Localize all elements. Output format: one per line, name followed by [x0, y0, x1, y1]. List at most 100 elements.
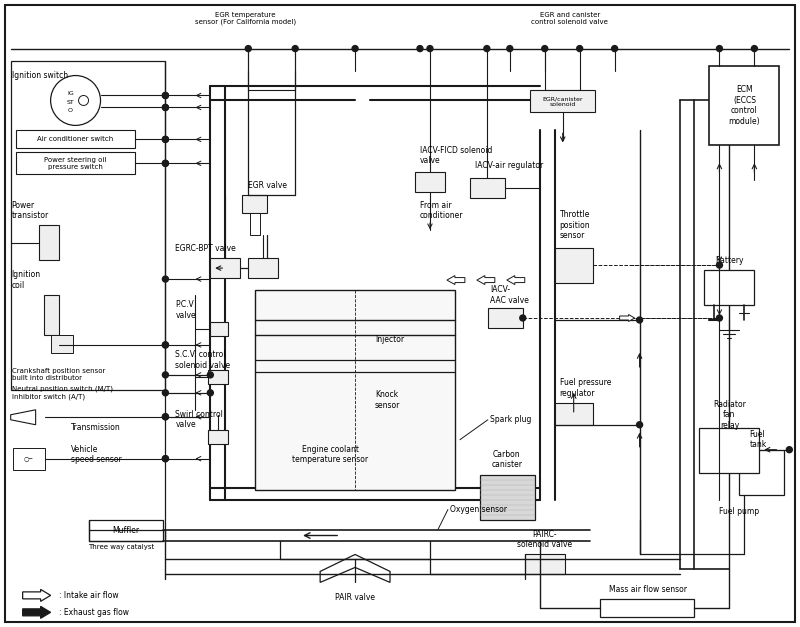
Bar [38, 225, 58, 260]
FancyArrow shape [447, 276, 465, 285]
Text: P.C.V
valve: P.C.V valve [175, 300, 196, 320]
Circle shape [542, 46, 548, 51]
Text: From air
conditioner: From air conditioner [420, 201, 463, 220]
Bar [210, 258, 240, 278]
Text: Injector: Injector [375, 335, 404, 344]
Bar [739, 450, 784, 495]
Bar [50, 335, 73, 353]
Circle shape [292, 46, 298, 51]
Bar [699, 428, 759, 473]
Circle shape [162, 161, 169, 166]
Circle shape [162, 137, 169, 142]
Circle shape [637, 317, 642, 323]
FancyArrow shape [620, 315, 634, 322]
Text: IACV-
AAC valve: IACV- AAC valve [490, 285, 529, 305]
Text: Fuel pump: Fuel pump [719, 507, 759, 516]
Bar [208, 370, 228, 384]
Text: Engine coolant
temperature sensor: Engine coolant temperature sensor [292, 445, 368, 465]
Text: O: O [68, 108, 73, 113]
Bar [525, 554, 565, 574]
Text: Three way catalyst: Three way catalyst [89, 544, 154, 551]
Bar [705, 270, 754, 305]
Text: Crankshaft position sensor
built into distributor: Crankshaft position sensor built into di… [12, 369, 105, 381]
Text: PAIRC-
solenoid valve: PAIRC- solenoid valve [517, 530, 572, 549]
Circle shape [484, 46, 490, 51]
Bar [710, 66, 779, 145]
Circle shape [577, 46, 582, 51]
Bar [554, 403, 593, 424]
Bar [480, 475, 534, 520]
Bar [89, 520, 163, 542]
Circle shape [162, 372, 169, 378]
FancyArrow shape [22, 589, 50, 601]
Text: Battery: Battery [715, 256, 744, 265]
Text: Fuel
tank: Fuel tank [750, 430, 766, 450]
Text: ST: ST [66, 100, 74, 105]
Text: Throttle
position
sensor: Throttle position sensor [560, 210, 590, 240]
Circle shape [162, 93, 169, 98]
Circle shape [786, 446, 792, 453]
Circle shape [507, 46, 513, 51]
Text: EGR/canister
solenoid: EGR/canister solenoid [542, 96, 583, 107]
Text: EGR valve: EGR valve [248, 181, 287, 190]
Text: : Intake air flow: : Intake air flow [58, 591, 118, 600]
Text: Knock
sensor: Knock sensor [375, 390, 401, 409]
Bar [250, 213, 260, 235]
Circle shape [162, 93, 169, 98]
Text: Carbon
canister: Carbon canister [491, 450, 522, 470]
Bar [255, 290, 455, 490]
Text: ECM
(ECCS
control
module): ECM (ECCS control module) [729, 85, 760, 125]
Circle shape [162, 390, 169, 396]
Text: Power
transistor: Power transistor [12, 201, 49, 220]
Text: ○─: ○─ [24, 456, 34, 461]
Text: Oxygen sensor: Oxygen sensor [450, 505, 507, 514]
Circle shape [162, 137, 169, 142]
Text: Ignition
coil: Ignition coil [12, 270, 41, 290]
Circle shape [427, 46, 433, 51]
Text: Mass air flow sensor: Mass air flow sensor [609, 585, 686, 594]
Text: IG: IG [67, 91, 74, 96]
Text: IACV-FICD solenoid
valve: IACV-FICD solenoid valve [420, 145, 492, 165]
Text: PAIR valve: PAIR valve [335, 593, 375, 602]
Text: Transmission: Transmission [70, 423, 120, 432]
Circle shape [717, 46, 722, 51]
Bar [470, 178, 505, 198]
Text: EGRC-BPT valve: EGRC-BPT valve [175, 244, 236, 253]
Circle shape [162, 161, 169, 166]
Text: Vehicle
speed sensor: Vehicle speed sensor [70, 445, 122, 465]
Bar [208, 429, 228, 444]
Text: Muffler: Muffler [112, 526, 139, 535]
Bar [16, 152, 135, 174]
Bar [415, 172, 445, 192]
Circle shape [162, 342, 169, 348]
Circle shape [162, 456, 169, 461]
FancyArrow shape [507, 276, 525, 285]
Circle shape [162, 414, 169, 419]
Bar [530, 90, 594, 112]
Text: Power steering oil
pressure switch: Power steering oil pressure switch [44, 157, 106, 170]
Bar [554, 248, 593, 283]
Circle shape [162, 105, 169, 110]
Text: : Exhaust gas flow: : Exhaust gas flow [58, 608, 129, 617]
Circle shape [352, 46, 358, 51]
Bar [355, 352, 373, 407]
Text: Ignition switch: Ignition switch [12, 71, 68, 80]
Text: IACV-air regulator: IACV-air regulator [475, 161, 543, 170]
Circle shape [162, 105, 169, 110]
Circle shape [717, 315, 722, 321]
FancyArrow shape [22, 606, 50, 618]
Text: Neutral position switch (M/T)
Inhibitor switch (A/T): Neutral position switch (M/T) Inhibitor … [12, 386, 113, 400]
Text: EGR and canister
control solenoid valve: EGR and canister control solenoid valve [531, 12, 608, 25]
Circle shape [207, 390, 214, 396]
Circle shape [751, 46, 758, 51]
Text: Air conditioner switch: Air conditioner switch [38, 137, 114, 142]
Circle shape [246, 46, 251, 51]
Bar [488, 308, 522, 328]
Circle shape [612, 46, 618, 51]
Circle shape [162, 276, 169, 282]
Bar [248, 258, 278, 278]
Text: Spark plug: Spark plug [490, 415, 531, 424]
Circle shape [207, 372, 214, 378]
Text: Radiator
fan
relay: Radiator fan relay [713, 400, 746, 429]
Bar [44, 295, 58, 335]
